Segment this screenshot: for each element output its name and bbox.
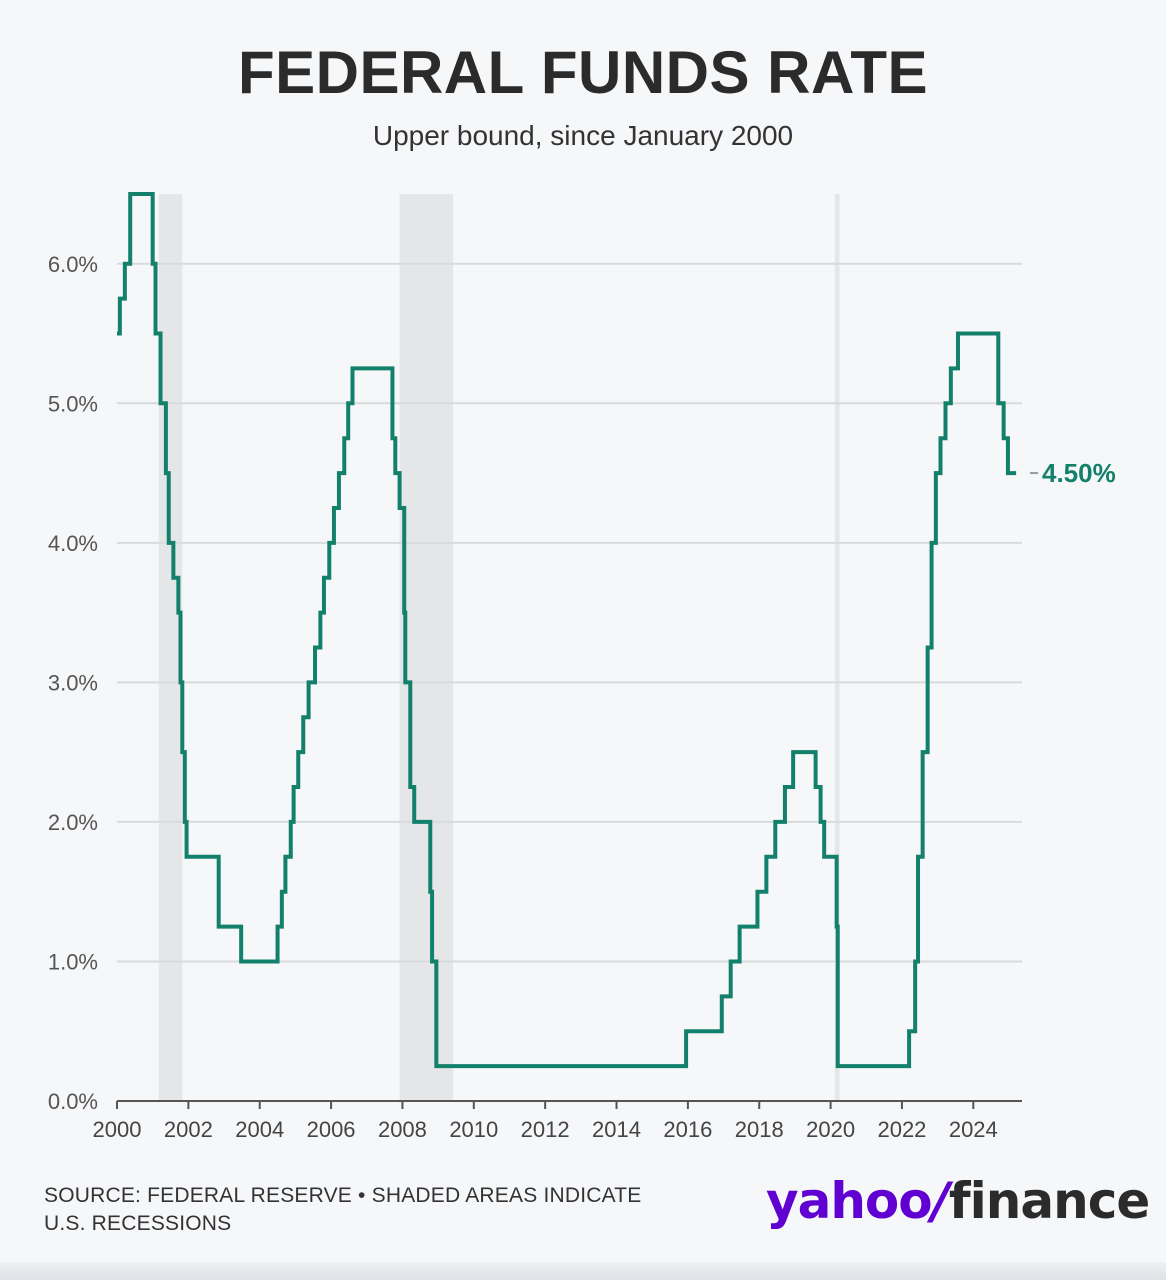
end-label-group: 4.50% xyxy=(1030,458,1116,488)
x-tick-label: 2002 xyxy=(164,1117,213,1142)
x-tick-label: 2010 xyxy=(449,1117,498,1142)
y-tick-label: 5.0% xyxy=(48,391,98,416)
gridlines-group xyxy=(117,262,1022,963)
x-tick-label: 2014 xyxy=(592,1117,641,1142)
yahoo-finance-logo: yahoo/finance xyxy=(766,1172,1150,1230)
y-tick-label: 1.0% xyxy=(48,949,98,974)
bottom-edge xyxy=(0,1262,1166,1280)
x-tick-label: 2020 xyxy=(806,1117,855,1142)
logo-finance-text: finance xyxy=(948,1172,1150,1230)
x-tick-label: 2018 xyxy=(735,1117,784,1142)
x-axis-group: 2000 2002 2004 2006 2008 2010 2012 2014 2016 2018… xyxy=(93,1100,1022,1142)
end-value-label: 4.50% xyxy=(1042,458,1116,488)
logo-yahoo-text: yahoo xyxy=(766,1172,933,1230)
chart-subtitle: Upper bound, since January 2000 xyxy=(372,120,794,151)
x-tick-label: 2000 xyxy=(93,1117,142,1142)
y-tick-label: 3.0% xyxy=(48,670,98,695)
x-tick-label: 2006 xyxy=(307,1117,356,1142)
recession-band-3 xyxy=(834,194,840,1101)
recession-shading-group xyxy=(158,194,840,1101)
y-tick-label: 6.0% xyxy=(48,252,98,277)
y-tick-label: 0.0% xyxy=(48,1089,98,1114)
recession-band-2 xyxy=(399,194,454,1101)
y-tick-label: 2.0% xyxy=(48,810,98,835)
series-line-1 xyxy=(117,192,1017,1069)
y-tick-labels-group: 0.0% 1.0% 2.0% 3.0% 4.0% 5.0% 6.0% xyxy=(48,252,98,1114)
series-group xyxy=(117,192,1017,1069)
logo-slash: / xyxy=(931,1172,950,1230)
source-note: SOURCE: FEDERAL RESERVE • SHADED AREAS I… xyxy=(44,1182,684,1238)
x-tick-label: 2024 xyxy=(949,1117,998,1142)
x-tick-label: 2008 xyxy=(378,1117,427,1142)
x-tick-label: 2004 xyxy=(235,1117,284,1142)
source-line-2: U.S. RECESSIONS xyxy=(44,1212,232,1235)
source-line-1: SOURCE: FEDERAL RESERVE • SHADED AREAS I… xyxy=(44,1184,642,1207)
chart-title: FEDERAL FUNDS RATE xyxy=(237,39,929,106)
x-tick-label: 2022 xyxy=(877,1117,926,1142)
x-tick-label: 2016 xyxy=(663,1117,712,1142)
x-tick-label: 2012 xyxy=(521,1117,570,1142)
y-tick-label: 4.0% xyxy=(48,531,98,556)
